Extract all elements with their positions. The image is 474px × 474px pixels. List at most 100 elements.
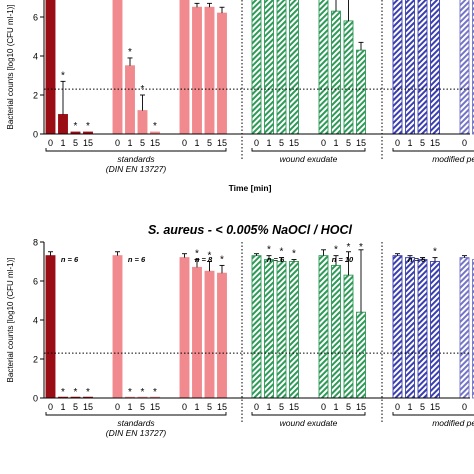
bar — [179, 257, 190, 399]
group-label: standards — [117, 418, 155, 428]
bar — [45, 0, 56, 135]
significance-star: * — [433, 247, 437, 258]
significance-star: * — [153, 121, 157, 132]
significance-star: * — [141, 387, 145, 398]
significance-star: * — [61, 387, 65, 398]
plot-area: ******************* — [45, 242, 474, 399]
n-label: n = 6 — [267, 255, 285, 264]
x-tick-label: 0 — [254, 138, 259, 148]
significance-star: * — [61, 70, 65, 81]
x-tick-label: 5 — [207, 402, 212, 412]
y-tick-label: 0 — [33, 130, 38, 140]
bar — [217, 12, 227, 135]
bar — [405, 257, 415, 399]
bar — [204, 270, 215, 399]
y-tick-label: 6 — [33, 277, 38, 287]
group-label: wound exudate — [280, 154, 338, 164]
y-tick-label: 4 — [33, 52, 38, 62]
significance-star: * — [74, 121, 78, 132]
bar — [318, 0, 329, 135]
bar — [289, 261, 299, 399]
group-label: standards — [117, 154, 155, 164]
plot-area: ****** — [45, 0, 474, 135]
x-tick-label: 15 — [83, 138, 93, 148]
x-tick-label: 5 — [279, 138, 284, 148]
group-bracket — [392, 148, 474, 152]
x-tick-label: 0 — [182, 402, 187, 412]
bar — [331, 264, 341, 399]
x-tick-label: 5 — [140, 138, 145, 148]
bar — [192, 6, 202, 135]
bar — [276, 0, 287, 135]
x-tick-label: 15 — [289, 402, 299, 412]
y-tick-label: 2 — [33, 91, 38, 101]
bar — [459, 0, 470, 135]
bar — [264, 259, 274, 399]
x-tick-label: 0 — [321, 138, 326, 148]
significance-star: * — [153, 387, 157, 398]
bar — [392, 0, 403, 135]
x-tick-label: 1 — [127, 402, 132, 412]
x-tick-label: 15 — [356, 138, 366, 148]
x-tick-label: 1 — [266, 138, 271, 148]
significance-star: * — [347, 242, 351, 253]
significance-star: * — [74, 387, 78, 398]
x-tick-label: 1 — [333, 138, 338, 148]
significance-star: * — [292, 249, 296, 260]
bar — [45, 255, 56, 399]
x-tick-label: 0 — [48, 138, 53, 148]
y-tick-label: 4 — [33, 316, 38, 326]
group-sublabel: (DIN EN 13727) — [106, 428, 167, 438]
group-bracket — [45, 412, 227, 416]
x-tick-label: 15 — [217, 138, 227, 148]
bar — [179, 0, 190, 135]
section-title: S. aureus - < 0.005% NaOCl / HOCl — [148, 223, 352, 237]
bar — [125, 65, 135, 135]
x-tick-label: 5 — [420, 138, 425, 148]
y-tick-label: 2 — [33, 355, 38, 365]
x-tick-label: 1 — [407, 402, 412, 412]
bar — [405, 0, 415, 135]
bar — [137, 110, 148, 135]
group-sublabel: (DIN EN 13727) — [106, 164, 167, 174]
x-tick-label: 0 — [182, 138, 187, 148]
x-tick-label: 0 — [321, 402, 326, 412]
bar — [192, 266, 202, 399]
group-label: modified peptide-challenge — [432, 154, 474, 164]
x-tick-label: 1 — [407, 138, 412, 148]
x-tick-label: 15 — [83, 402, 93, 412]
n-label: n = 6 — [128, 255, 146, 264]
bar — [430, 261, 440, 399]
n-label: n = 6 — [408, 255, 426, 264]
group-label: wound exudate — [280, 418, 338, 428]
x-tick-label: 15 — [430, 402, 440, 412]
x-tick-label: 15 — [217, 402, 227, 412]
x-tick-label: 0 — [48, 402, 53, 412]
x-tick-label: 15 — [289, 138, 299, 148]
x-tick-label: 5 — [73, 138, 78, 148]
x-axis-label: Time [min] — [229, 183, 272, 193]
group-bracket — [251, 148, 366, 152]
x-tick-label: 15 — [356, 402, 366, 412]
bar — [276, 261, 287, 399]
bar — [430, 0, 440, 135]
significance-star: * — [280, 247, 284, 258]
bar — [356, 311, 366, 399]
bar — [343, 20, 354, 135]
y-tick-label: 8 — [33, 238, 38, 248]
bar — [112, 255, 123, 399]
x-tick-label: 0 — [115, 138, 120, 148]
x-tick-label: 15 — [150, 138, 160, 148]
x-tick-label: 5 — [73, 402, 78, 412]
bar — [392, 255, 403, 399]
significance-star: * — [86, 387, 90, 398]
y-axis-label: Bacterial counts [log10 (CFU ml-1)] — [6, 258, 15, 383]
x-tick-label: 0 — [462, 402, 467, 412]
bar — [264, 0, 274, 135]
bar — [472, 0, 474, 135]
x-tick-label: 1 — [266, 402, 271, 412]
bar — [112, 0, 123, 135]
